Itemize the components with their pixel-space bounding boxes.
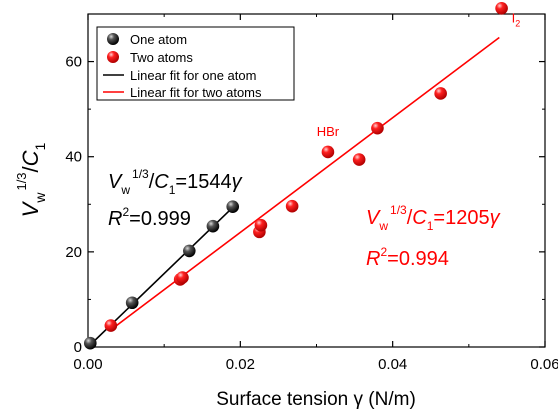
red-eq-c: C: [412, 207, 427, 229]
red-eq-exp: 1/3: [390, 203, 407, 217]
legend-label-one-atom: One atom: [130, 32, 187, 47]
point-s1-8: [371, 121, 384, 135]
black-eq-w: w: [120, 183, 130, 197]
point-s0-2: [183, 244, 196, 258]
red-eq-slash: /: [407, 207, 413, 229]
black-eq-gamma: γ: [232, 171, 243, 193]
y-label-w: w: [32, 192, 48, 204]
x-tick-label-0: 0.00: [73, 356, 102, 373]
point-s1-10: [495, 1, 508, 15]
point-s1-7: [352, 153, 366, 166]
red-r-letter: R: [366, 248, 380, 270]
y-tick-label-2: 40: [65, 149, 82, 166]
point-s0-3: [206, 219, 220, 233]
legend-marker-one-atom: [107, 33, 119, 45]
red-r-sup: 2: [380, 245, 387, 259]
red-eq-gamma: γ: [490, 207, 501, 229]
black-r-value: =0.999: [129, 208, 191, 230]
red-r-value: =0.994: [387, 248, 449, 270]
y-label-exp: 1/3: [14, 172, 29, 190]
svg-text:Vw1/3/C1=1205γ: Vw1/3/C1=1205γ: [366, 203, 501, 233]
point-s0-4: [226, 200, 240, 213]
point-s1-5: [285, 199, 299, 213]
red-eq-rhs: =1205: [433, 207, 489, 229]
point-label-0: HBr: [317, 124, 340, 139]
black-eq-exp: 1/3: [132, 167, 149, 181]
y-tick-label-3: 60: [65, 54, 82, 71]
y-label-c: C: [18, 150, 43, 166]
point-s0-1: [125, 296, 139, 310]
x-tick-label-1: 0.02: [226, 356, 255, 373]
y-label-v: V: [18, 200, 43, 217]
black-eq-rhs: =1544: [175, 171, 231, 193]
y-axis-label: Vw1/3/C1: [14, 142, 48, 217]
y-label-slash: /: [18, 165, 43, 172]
svg-text:Vw1/3/C1: Vw1/3/C1: [14, 142, 48, 217]
point-s1-4: [254, 218, 268, 232]
point-s1-9: [434, 87, 447, 100]
black-r-sup: 2: [122, 205, 129, 219]
y-tick-label-1: 20: [65, 244, 82, 261]
red-equation: Vw1/3/C1=1205γ R2=0.994: [366, 203, 501, 270]
black-eq-sub: 1: [169, 183, 176, 197]
svg-text:R2=0.999: R2=0.999: [108, 205, 191, 230]
legend: One atom Two atoms Linear fit for one at…: [96, 26, 295, 101]
legend-marker-two-atoms: [107, 51, 119, 63]
svg-text:Vw1/3/C1=1544γ: Vw1/3/C1=1544γ: [108, 167, 243, 197]
point-s1-2: [176, 271, 189, 284]
red-eq-w: w: [378, 219, 388, 233]
x-axis-label: Surface tension γ (N/m): [216, 389, 416, 410]
data-points: [83, 1, 508, 350]
black-eq-c: C: [154, 171, 169, 193]
svg-text:R2=0.994: R2=0.994: [366, 245, 449, 270]
black-r-letter: R: [108, 208, 122, 230]
legend-label-fit-two-atoms: Linear fit for two atoms: [130, 85, 262, 100]
point-s0-0: [83, 336, 97, 350]
black-eq-v: V: [108, 171, 123, 193]
point-label-1: I2: [512, 10, 521, 28]
x-tick-label-2: 0.04: [378, 356, 407, 373]
point-s1-0: [104, 319, 118, 332]
legend-label-fit-one-atom: Linear fit for one atom: [130, 68, 256, 83]
y-label-sub: 1: [32, 142, 48, 150]
point-s1-6: [321, 145, 335, 159]
x-tick-label-3: 0.06: [530, 356, 558, 373]
black-equation: Vw1/3/C1=1544γ R2=0.999: [108, 167, 243, 230]
legend-label-two-atoms: Two atoms: [130, 50, 193, 65]
legend-box: [96, 26, 295, 101]
red-eq-v: V: [366, 207, 381, 229]
red-eq-sub: 1: [427, 219, 434, 233]
black-eq-slash: /: [149, 171, 155, 193]
point-labels: HBr I2: [317, 10, 520, 139]
y-tick-label-0: 0: [74, 339, 82, 356]
